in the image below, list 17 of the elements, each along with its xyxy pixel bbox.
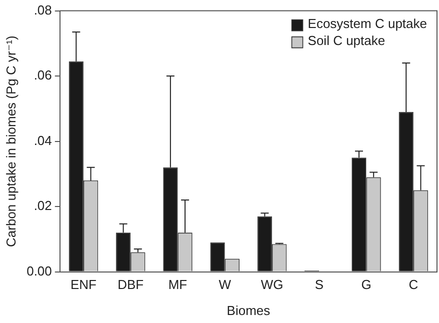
y-tick-label: .06 [34,68,52,83]
legend-label: Soil C uptake [308,32,386,48]
x-tick-label: S [314,277,324,292]
y-tick-label: .08 [34,2,52,18]
x-tick-label: C [408,277,418,292]
x-tick-label: W [218,277,232,292]
y-axis-title: Carbon uptake in biomes (Pg C yr⁻¹) [3,36,18,247]
y-tick-label: .04 [34,132,52,148]
x-tick-label: WG [260,277,284,292]
x-tick-label: DBF [118,277,144,292]
x-axis-title: Biomes [226,302,271,318]
x-tick-label: ENF [70,277,97,292]
x-tick-label: MF [168,277,188,292]
legend-label: Ecosystem C uptake [308,16,428,31]
y-tick-label: .02 [34,198,52,214]
x-tick-label: G [361,277,372,292]
y-tick-label: 0.00 [26,263,52,278]
